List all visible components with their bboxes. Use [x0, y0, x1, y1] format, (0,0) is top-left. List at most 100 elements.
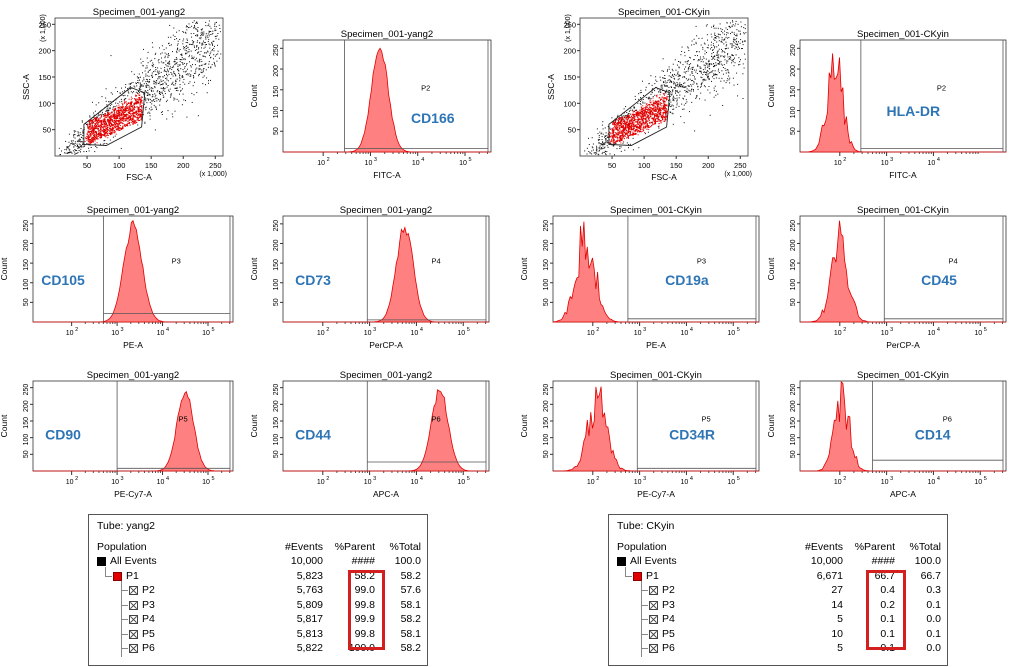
- event-dot: [139, 87, 141, 89]
- table-row[interactable]: All Events 10,000 #### 100.0: [89, 555, 427, 568]
- event-dot: [593, 152, 595, 154]
- event-dot: [196, 46, 197, 48]
- event-dot: [660, 87, 662, 89]
- event-dot: [734, 57, 735, 59]
- event-dot: [118, 120, 120, 123]
- table-row[interactable]: P6 5,822 100.0 58.2: [89, 642, 427, 655]
- event-dot: [177, 68, 179, 70]
- table-row[interactable]: P3 5,809 99.8 58.1: [89, 599, 427, 612]
- event-dot: [714, 47, 715, 49]
- event-dot: [675, 92, 676, 94]
- event-dot: [679, 82, 681, 84]
- event-dot: [86, 124, 87, 125]
- event-dot: [666, 85, 668, 87]
- population-name: All Events: [630, 555, 677, 567]
- event-dot: [195, 57, 197, 59]
- event-dot: [180, 89, 182, 91]
- gate-visibility-icon[interactable]: [129, 644, 138, 653]
- table-row[interactable]: P2 5,763 99.0 57.6: [89, 584, 427, 597]
- event-dot: [196, 67, 198, 69]
- y-tick-label: 200: [273, 400, 280, 412]
- event-dot: [113, 115, 116, 117]
- tube-label: Tube:: [97, 520, 127, 532]
- event-dot: [119, 118, 122, 120]
- event-dot: [205, 84, 206, 86]
- event-dot: [150, 109, 152, 111]
- event-dot: [127, 112, 130, 114]
- table-row[interactable]: P1 5,823 58.2 58.2: [89, 570, 427, 583]
- event-dot: [216, 35, 218, 37]
- event-dot: [668, 103, 670, 105]
- event-dot: [652, 97, 654, 99]
- gate-visibility-icon[interactable]: [649, 644, 658, 653]
- event-dot: [153, 80, 155, 82]
- event-dot: [95, 126, 97, 128]
- event-dot: [91, 120, 93, 122]
- table-row[interactable]: P5 10 0.1 0.1: [609, 628, 947, 641]
- event-dot: [191, 57, 193, 59]
- event-dot: [154, 86, 156, 87]
- event-dot: [664, 120, 666, 122]
- event-dot: [601, 136, 603, 138]
- event-dot: [146, 67, 148, 69]
- table-row[interactable]: P4 5,817 99.9 58.2: [89, 613, 427, 626]
- event-dot: [132, 117, 134, 119]
- gate-visibility-icon[interactable]: [649, 615, 658, 624]
- gate-visibility-icon[interactable]: [649, 600, 658, 610]
- event-dot: [633, 110, 635, 113]
- event-dot: [661, 102, 663, 105]
- event-dot: [607, 146, 609, 148]
- event-dot: [133, 98, 135, 100]
- event-dot: [179, 64, 181, 65]
- event-dot: [658, 108, 660, 110]
- event-dot: [733, 65, 735, 67]
- event-dot: [711, 59, 713, 60]
- event-dot: [154, 58, 156, 60]
- event-dot: [611, 136, 613, 138]
- event-dot: [670, 91, 671, 93]
- event-dot: [713, 75, 715, 77]
- gate-visibility-icon[interactable]: [129, 586, 138, 595]
- event-dot: [114, 122, 116, 124]
- table-row[interactable]: P4 5 0.1 0.0: [609, 613, 947, 626]
- event-dot: [134, 103, 136, 105]
- table-row[interactable]: All Events 10,000 #### 100.0: [609, 555, 947, 568]
- gate-visibility-icon[interactable]: [129, 600, 138, 610]
- gate-visibility-icon[interactable]: [649, 629, 658, 639]
- event-dot: [160, 111, 162, 113]
- table-row[interactable]: P5 5,813 99.8 58.1: [89, 628, 427, 641]
- gate-visibility-icon[interactable]: [129, 629, 138, 639]
- y-tick-label: 200: [790, 65, 797, 77]
- gate-visibility-icon[interactable]: [129, 615, 138, 624]
- event-dot: [112, 125, 114, 127]
- event-dot: [617, 122, 619, 124]
- table-row[interactable]: P6 5 0.1 0.0: [609, 642, 947, 655]
- event-dot: [183, 58, 184, 60]
- event-dot: [678, 78, 680, 80]
- event-dot: [110, 121, 112, 123]
- event-dot: [693, 38, 695, 40]
- event-dot: [131, 121, 133, 123]
- gate-visibility-icon[interactable]: [649, 586, 658, 595]
- event-dot: [599, 131, 601, 133]
- table-row[interactable]: P3 14 0.2 0.1: [609, 599, 947, 612]
- event-dot: [611, 131, 613, 133]
- event-dot: [706, 52, 707, 53]
- event-dot: [653, 104, 655, 106]
- event-dot: [719, 23, 721, 25]
- event-dot: [141, 84, 143, 86]
- event-dot: [140, 111, 142, 113]
- event-dot: [629, 126, 631, 128]
- event-dot: [94, 135, 96, 137]
- event-dot: [663, 98, 665, 100]
- event-dot: [68, 141, 70, 143]
- event-dot: [653, 118, 655, 120]
- event-dot: [706, 76, 708, 78]
- parent-highlight-box: [348, 570, 385, 650]
- table-row[interactable]: P2 27 0.4 0.3: [609, 584, 947, 597]
- event-dot: [634, 119, 636, 121]
- event-dot: [681, 84, 683, 85]
- event-dot: [598, 143, 600, 145]
- event-dot: [689, 65, 690, 67]
- event-dot: [714, 73, 716, 75]
